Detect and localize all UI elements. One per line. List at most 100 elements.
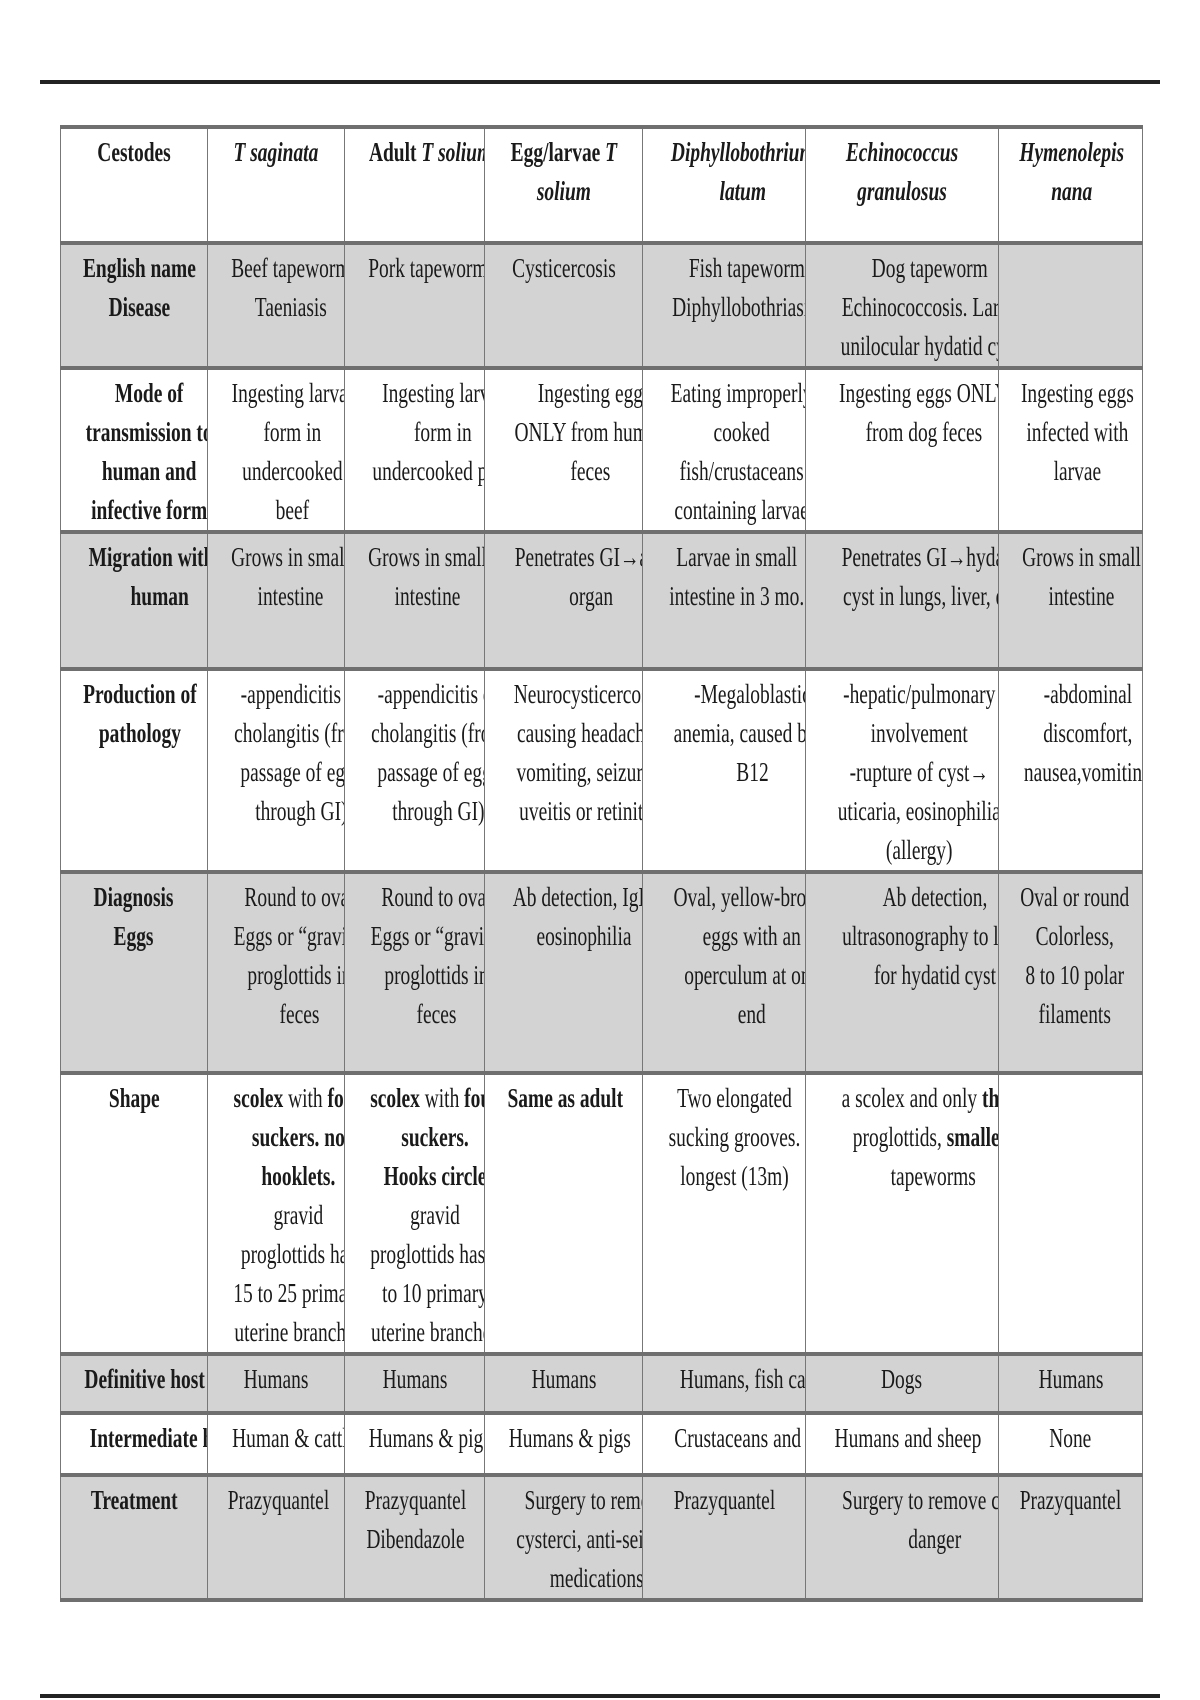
text-line: Dibendazole (366, 1524, 465, 1554)
text-line: sucking grooves. (668, 1122, 801, 1152)
text-line: discomfort, (1043, 718, 1133, 748)
text-line: form in (413, 417, 472, 447)
table-cell: None (998, 1411, 1143, 1477)
text-line: ONLY from human (514, 417, 642, 447)
column-header: Diphyllobothrium latum (642, 125, 806, 245)
table-cell: Humans (484, 1352, 643, 1415)
cell-text: Dogs (881, 1360, 922, 1399)
table-cell: -appendicitis or cholangitis (from passage… (344, 667, 485, 874)
text-line: Ab detection, IgE, (512, 882, 643, 912)
cell-text: Treatment (91, 1481, 178, 1520)
cell-text: Diagnosis Eggs (94, 878, 174, 956)
text-line: Grows in small (231, 542, 345, 572)
text-line: beef (275, 495, 310, 525)
table-row: Migration within human Grows in small intes… (60, 530, 1143, 671)
text-line: feces (279, 999, 320, 1029)
bold-run: four (464, 1083, 483, 1113)
text-line: uveitis or retinitis (519, 796, 641, 826)
table-cell: Humans & pigs (484, 1411, 643, 1477)
cell-text: scolex with four suckers. no hooklets. grav… (233, 1079, 345, 1350)
text-line: human and (101, 456, 197, 486)
text-line: Colorless, (1035, 921, 1114, 951)
table-cell: Crustaceans and fish (642, 1411, 806, 1477)
cell-text: Same as adult (507, 1079, 623, 1118)
cell-text: Grows in small intestine (231, 538, 345, 616)
column-header: Cestodes (60, 125, 208, 245)
text-line: Mode of (114, 378, 184, 408)
text-line: hooklets. (233, 1157, 343, 1196)
text-line: undercooked (242, 456, 343, 486)
table-cell: Beef tapeworm Taeniasis (207, 241, 345, 370)
text-line: anemia, caused by ↓ (673, 718, 805, 748)
table-cell: Dog tapeworm Echinococcosis. Larva unilocu… (805, 241, 999, 370)
table-cell: Ingesting egg ONLY from human feces (484, 366, 643, 534)
bold-run: Same as adult (507, 1083, 624, 1113)
bold-run: suckers. (401, 1122, 469, 1152)
table-cell: Cysticercosis (484, 241, 643, 370)
text-line: uterine branches (234, 1317, 345, 1347)
cell-text: English name Disease (83, 249, 196, 327)
table-cell: Grows in small intestine (344, 530, 485, 671)
table-cell: Human & cattle (207, 1411, 345, 1477)
text-line: Humans & pigs (508, 1423, 631, 1453)
table-cell: a scolex and only threeproglottids, smal… (805, 1071, 999, 1356)
text-line: Neurocysticercosis (513, 679, 642, 709)
row-header: Diagnosis Eggs (60, 870, 208, 1075)
text-line: Crustaceans and fish (674, 1423, 804, 1453)
text-line: Human & cattle (232, 1423, 345, 1453)
text-line: Hooks circle (370, 1157, 484, 1196)
table-cell: Ingesting larval form in undercooked pork (344, 366, 485, 534)
text-line: Eating improperly (670, 378, 806, 408)
text-line: Dogs (881, 1364, 923, 1394)
text-line: Penetrates GI→hydatid (841, 542, 998, 572)
cell-text: T saginata (234, 133, 319, 172)
bold-run: Hooks circle (383, 1161, 485, 1191)
text-line: pathology (98, 718, 181, 748)
text-line: suckers. (370, 1118, 483, 1157)
table-cell: Larvae in small intestine in 3 mo. (642, 530, 806, 671)
text-line: Two elongated (677, 1083, 792, 1113)
cell-text: Round to oval Eggs or “gravid” proglottids… (234, 878, 345, 1034)
cell-text: Cysticercosis (512, 249, 616, 288)
bold-run: hooklets. (261, 1161, 336, 1191)
text-line: undercooked pork (372, 456, 483, 486)
table-cell: Dogs (805, 1352, 999, 1415)
text-run: Adult (368, 137, 422, 167)
cell-text: Humans and sheep (835, 1419, 982, 1458)
text-line: Surgery to remove cyst, (842, 1485, 997, 1515)
table-cell: Round to oval Eggs or “gravid” proglottids… (207, 870, 345, 1075)
text-line: intestine (257, 581, 324, 611)
text-line: Surgery to remove (524, 1485, 642, 1515)
text-line: for hydatid cyst (873, 960, 996, 990)
text-line: Ingesting egg (537, 378, 643, 408)
table-cell: Two elongated sucking grooves. longest (13… (642, 1071, 806, 1356)
cell-text: Fish tapeworm Diphyllobothriasis. (672, 249, 804, 327)
text-line: proglottids in (247, 960, 345, 990)
text-line: causing headache, (517, 718, 641, 748)
text-line: Cysticercosis (511, 253, 616, 283)
text-line: from dog feces (865, 417, 983, 447)
cell-text: Humans (382, 1360, 447, 1399)
text-line: Grows in small (1022, 542, 1141, 572)
table-cell: Ingesting larval form in undercooked beef (207, 366, 345, 534)
cell-text: None (1049, 1419, 1091, 1458)
cell-text: Adult T solium (368, 133, 484, 172)
table-cell: Humans & pigs (344, 1411, 485, 1477)
text-line: involvement (870, 718, 968, 748)
table-cell: -hepatic/pulmonary involvement -rupture of… (805, 667, 999, 874)
text-line: larvae (1053, 456, 1102, 486)
cell-text: Human & cattle (232, 1419, 345, 1458)
table-cell: Ab detection, ultrasonography to look for … (805, 870, 999, 1075)
text-run: with (419, 1083, 465, 1113)
cell-text: Shape (109, 1079, 160, 1118)
text-line: Ingesting eggs ONLY (839, 378, 999, 408)
text-line: Humans & pigs (368, 1423, 485, 1453)
text-line: a scolex and only three (842, 1079, 998, 1118)
text-line: vomiting, seizures (516, 757, 643, 787)
cell-text: Surgery to remove cysterci, anti-seizure m… (516, 1481, 642, 1596)
cell-text: Beef tapeworm Taeniasis (231, 249, 343, 327)
text-run: T solium (421, 137, 483, 167)
text-line: Cestodes (97, 137, 171, 167)
